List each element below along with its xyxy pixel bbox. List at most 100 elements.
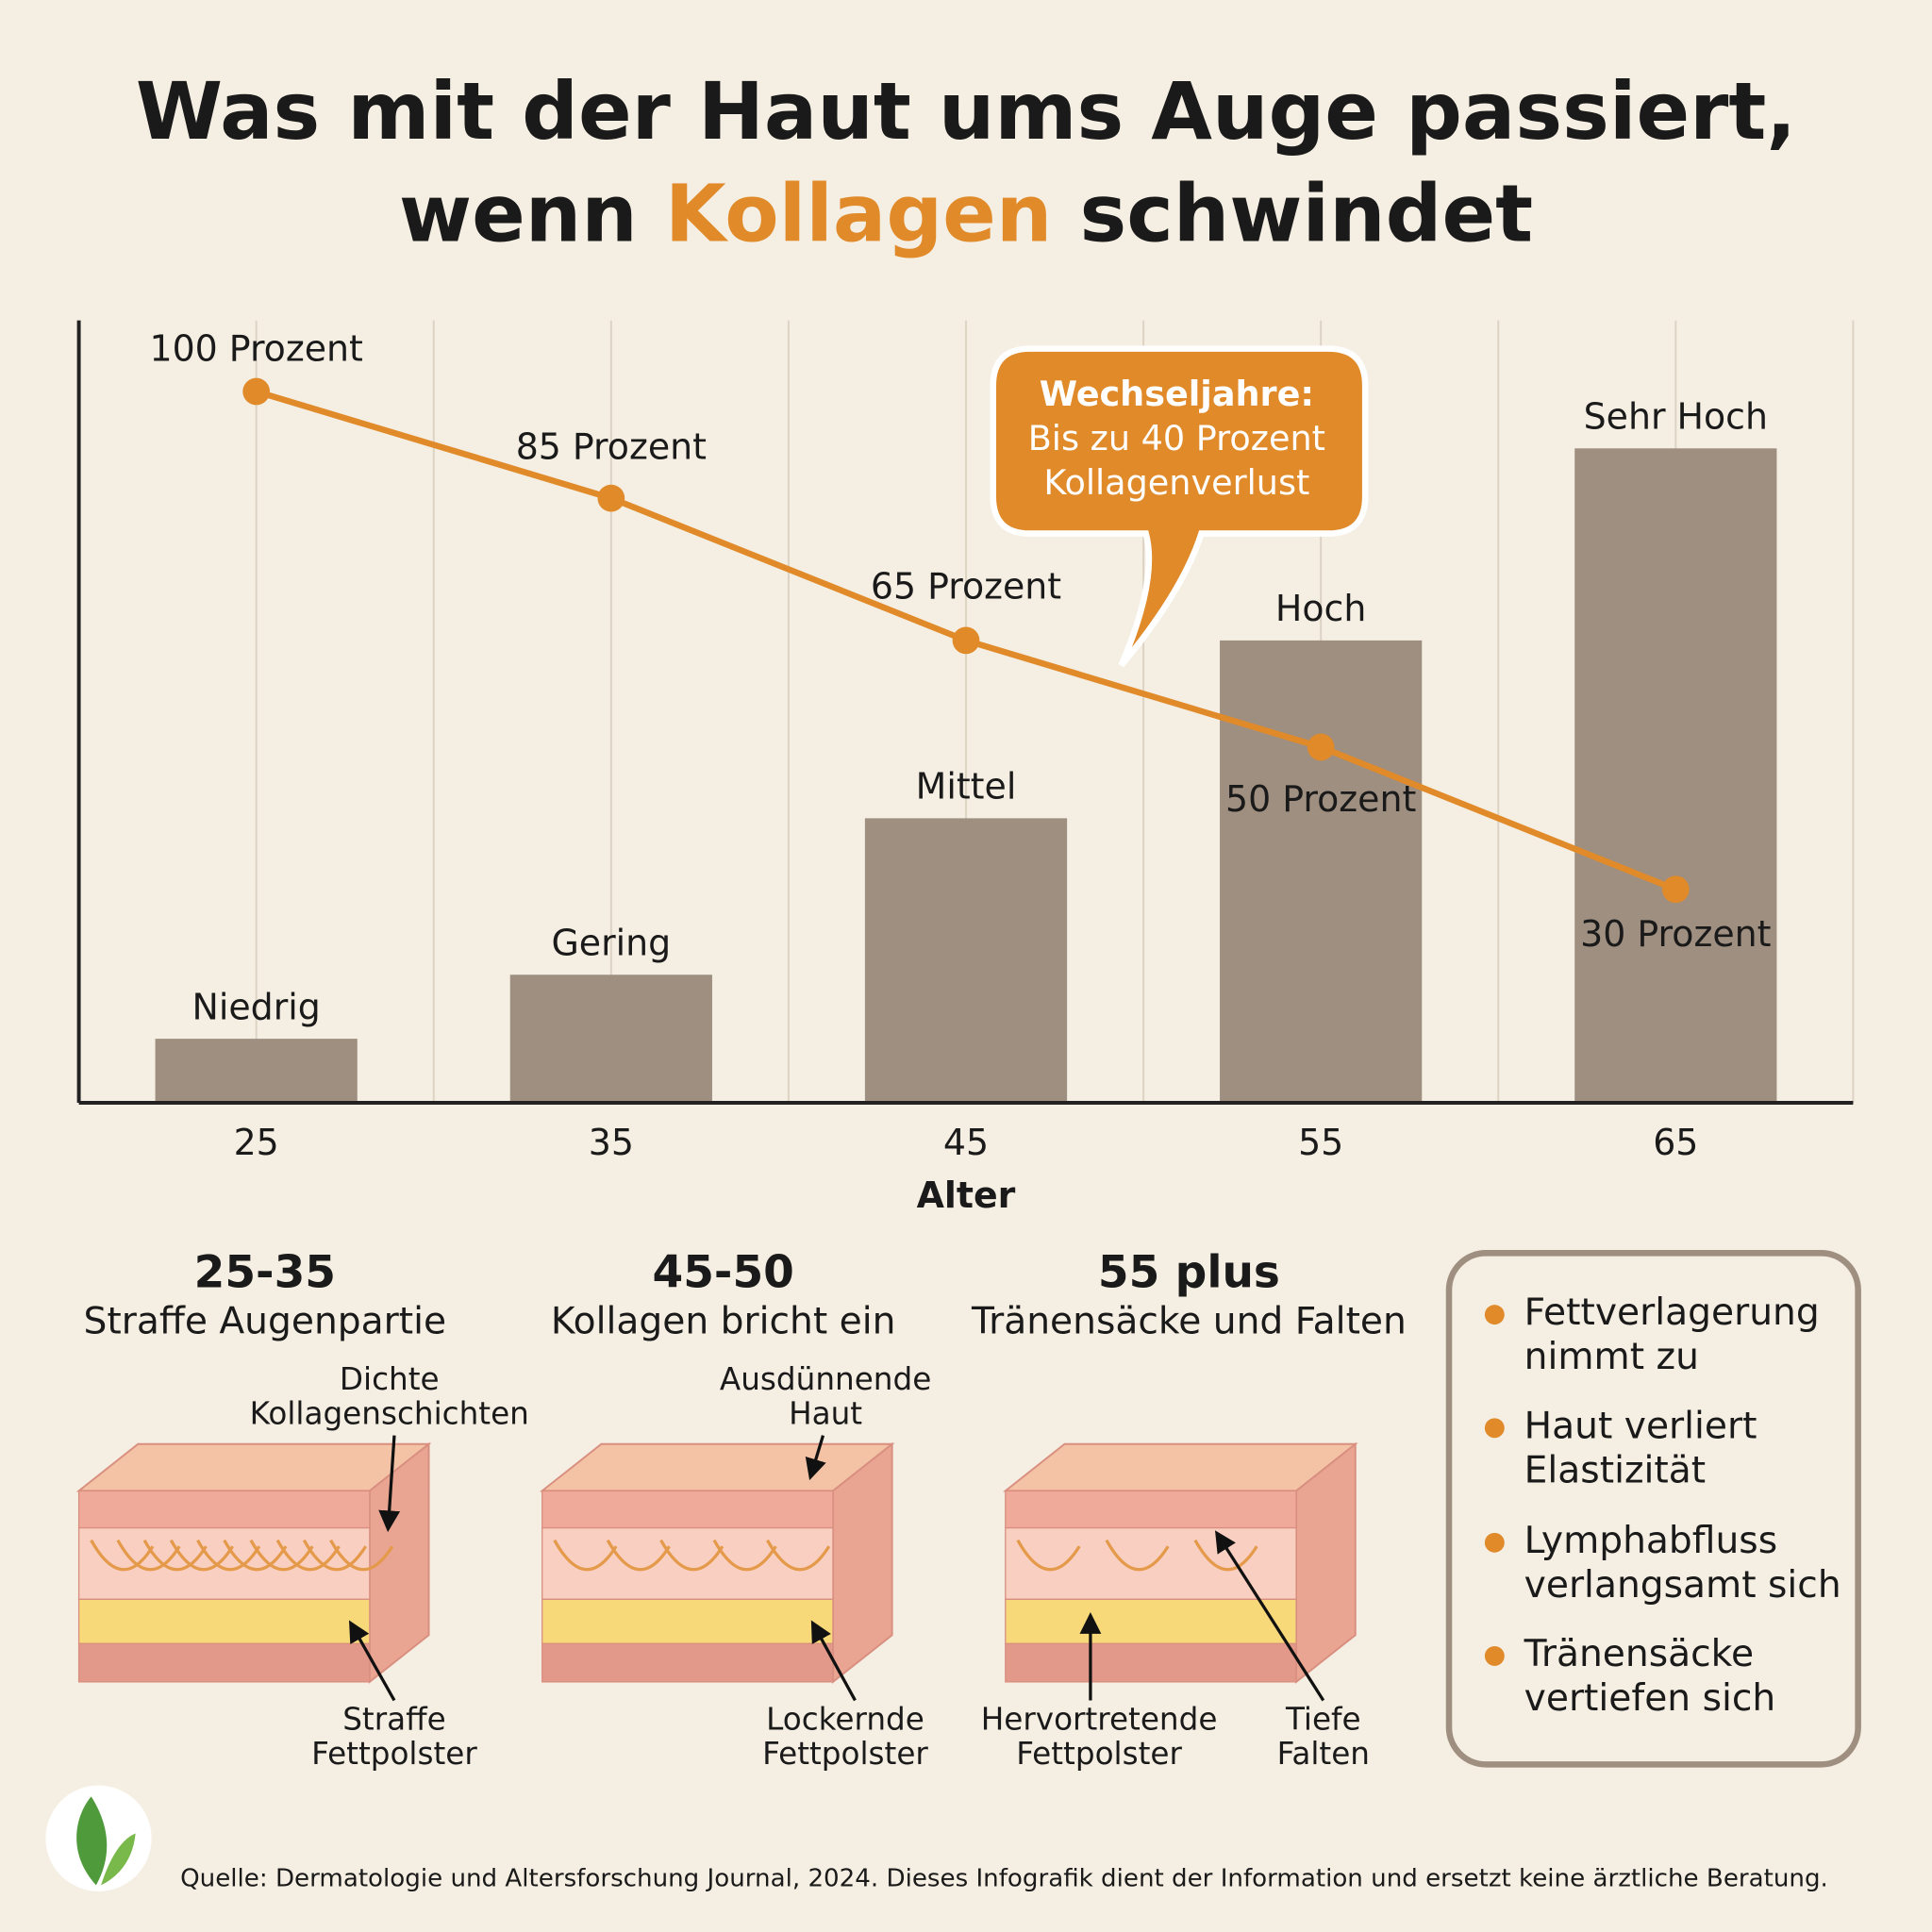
bar xyxy=(864,818,1068,1103)
bar-label: Gering xyxy=(551,922,671,963)
info-box xyxy=(1445,1250,1861,1768)
collagen-fiber xyxy=(766,1539,831,1572)
skin-layer xyxy=(541,1642,834,1683)
arrow xyxy=(1214,1530,1325,1702)
x-tick-label: 55 xyxy=(1298,1122,1343,1163)
skin-layer xyxy=(1005,1598,1297,1645)
bullet-text: Haut verliert xyxy=(1524,1405,1757,1447)
x-axis-label: Alter xyxy=(917,1174,1016,1216)
logo xyxy=(45,1785,152,1891)
collagen-fiber xyxy=(142,1539,208,1572)
title-text: wenn xyxy=(399,167,638,259)
collagen-fiber xyxy=(553,1539,618,1572)
bar xyxy=(1220,640,1423,1103)
collagen-fiber xyxy=(90,1539,155,1572)
title-text: Was mit der Haut ums Auge passiert, xyxy=(136,65,1796,158)
logo-leaf xyxy=(101,1833,136,1886)
line-point xyxy=(952,626,980,655)
bullet-text: Elastizität xyxy=(1524,1449,1706,1491)
line-label: 65 Prozent xyxy=(871,566,1061,608)
line-point xyxy=(242,377,271,406)
line-point xyxy=(1307,733,1335,761)
bullet-text: nimmt zu xyxy=(1524,1336,1699,1378)
bullet-text: Tränensäcke xyxy=(1524,1633,1754,1675)
skin-top xyxy=(539,1442,895,1492)
bullet-dot xyxy=(1484,1645,1505,1666)
title-highlight: Kollagen xyxy=(665,167,1052,259)
x-tick-label: 65 xyxy=(1653,1122,1698,1163)
bar-label: Niedrig xyxy=(192,986,321,1027)
x-tick-label: 35 xyxy=(589,1122,634,1163)
bullet-text: vertiefen sich xyxy=(1524,1677,1776,1720)
skin-layer xyxy=(77,1490,371,1529)
title-text: schwindet xyxy=(1079,167,1533,259)
stage-label: Dichte xyxy=(340,1361,440,1397)
stage-range: 45-50 xyxy=(653,1246,794,1298)
bar xyxy=(1574,448,1777,1103)
stage-label: Ausdünnende xyxy=(720,1361,931,1397)
skin-layer xyxy=(541,1598,834,1645)
line-label: 100 Prozent xyxy=(149,327,362,369)
arrow xyxy=(805,1435,826,1481)
skin-layer xyxy=(77,1642,371,1683)
collagen-fiber xyxy=(329,1539,394,1572)
line-label: 85 Prozent xyxy=(516,425,707,467)
collagen-fiber xyxy=(1105,1539,1170,1572)
stage-title: Kollagen bricht ein xyxy=(551,1300,896,1342)
callout-title: Wechseljahre: xyxy=(1040,374,1314,414)
collagen-fiber xyxy=(169,1539,234,1572)
collagen-fiber xyxy=(659,1539,724,1572)
callout-text: Kollagenverlust xyxy=(1043,462,1309,503)
bullet-text: Lymphabfluss xyxy=(1524,1520,1777,1562)
collagen-fiber xyxy=(302,1539,368,1572)
collagen-fiber xyxy=(223,1539,288,1572)
bar xyxy=(155,1039,358,1103)
stage-label: Tiefe xyxy=(1285,1702,1361,1738)
collagen-fiber xyxy=(606,1539,671,1572)
skin-layer xyxy=(1005,1526,1297,1600)
arrow xyxy=(378,1435,401,1533)
title-line-2: wenn Kollagen schwindet xyxy=(399,167,1533,259)
arrow xyxy=(348,1620,396,1702)
collagen-fiber xyxy=(116,1539,181,1572)
arrow xyxy=(810,1620,857,1702)
bar-label: Sehr Hoch xyxy=(1584,395,1768,437)
stage-label: Fettpolster xyxy=(1016,1736,1182,1772)
line-point xyxy=(1661,875,1690,904)
stage-label: Lockernde xyxy=(766,1702,924,1738)
collagen-fiber xyxy=(196,1539,261,1572)
bullet-dot xyxy=(1484,1418,1505,1439)
stage-label: Falten xyxy=(1277,1736,1370,1772)
line-label: 30 Prozent xyxy=(1580,913,1771,955)
bullet-dot xyxy=(1484,1532,1505,1553)
stage-range: 25-35 xyxy=(194,1246,336,1298)
logo-leaf xyxy=(76,1796,108,1886)
bar-label: Mittel xyxy=(916,766,1017,808)
collagen-fiber xyxy=(249,1539,314,1572)
collagen-fiber xyxy=(1016,1539,1081,1572)
skin-layer xyxy=(541,1526,834,1600)
bar-label: Hoch xyxy=(1275,588,1366,629)
line-label: 50 Prozent xyxy=(1225,778,1416,820)
collagen-fiber xyxy=(275,1539,341,1572)
x-tick-label: 45 xyxy=(943,1122,989,1163)
stage-title: Tränensäcke und Falten xyxy=(971,1300,1407,1342)
chart: Niedrig Gering Mittel Hoch Sehr Hoch 100 Proz… xyxy=(76,320,1855,1216)
bullet-text: verlangsamt sich xyxy=(1524,1564,1841,1607)
skin-top xyxy=(75,1442,432,1492)
x-tick-label: 25 xyxy=(234,1122,279,1163)
source: Quelle: Dermatologie und Altersforschung… xyxy=(180,1864,1828,1892)
callout xyxy=(990,345,1369,668)
line-point xyxy=(597,484,625,512)
bullet-dot xyxy=(1484,1305,1505,1325)
stage-label: Straffe xyxy=(342,1702,446,1738)
skin-layer xyxy=(541,1490,834,1529)
title-line-1: Was mit der Haut ums Auge passiert, xyxy=(136,65,1796,158)
collagen-fiber xyxy=(712,1539,777,1572)
stage-range: 55 plus xyxy=(1098,1246,1280,1298)
skin-layer xyxy=(1005,1642,1297,1683)
stage-label: Kollagenschichten xyxy=(250,1396,529,1432)
skin-layer xyxy=(77,1598,371,1645)
